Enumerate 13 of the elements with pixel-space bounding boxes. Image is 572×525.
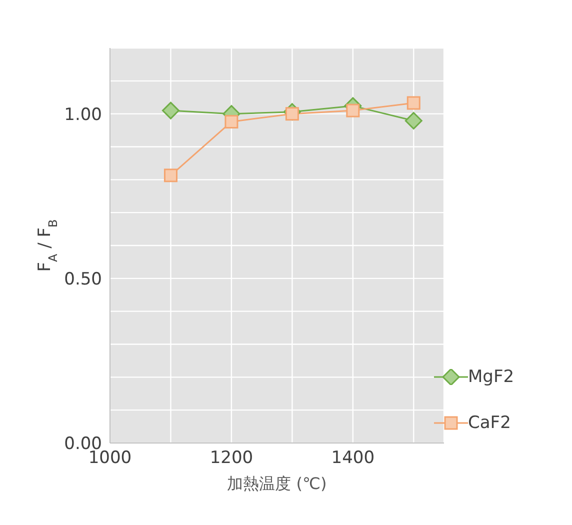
x-tick-label: 1200 [210,448,254,468]
x-tick-label: 1400 [331,448,375,468]
point [404,112,422,130]
point [224,114,238,128]
point [406,96,420,110]
y-tick-label: 0.50 [64,269,102,290]
point [162,102,180,120]
legend-label: CaF2 [468,413,511,433]
y-tick-label: 1.00 [64,104,102,125]
point [164,168,178,182]
x-axis-title: 加熱温度 (℃) [227,474,327,493]
legend-label: MgF2 [468,367,514,387]
point [346,104,360,118]
